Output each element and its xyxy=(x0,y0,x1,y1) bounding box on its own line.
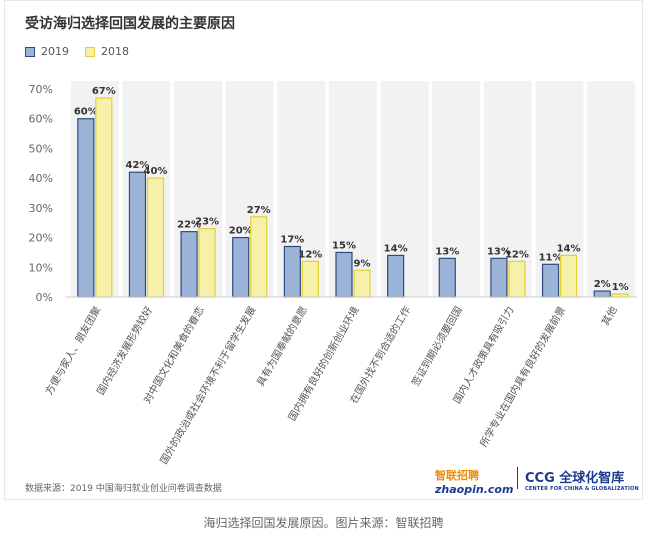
bar-2019 xyxy=(541,263,560,298)
legend-item-2018: 2018 xyxy=(85,45,129,58)
data-label: 13% xyxy=(487,246,511,257)
bar-2018 xyxy=(198,228,216,298)
x-tick-label: 对中国文化和美食的眷恋 xyxy=(140,304,206,406)
bar-2018 xyxy=(146,177,165,298)
x-tick-label: 国外的政治或社会环境不利于留学生发展 xyxy=(157,304,258,466)
data-label: 9% xyxy=(354,258,371,269)
x-tick-label: 国内人才政策具有吸引力 xyxy=(450,304,516,406)
category-column-bg xyxy=(587,81,636,297)
source-note: 数据来源：2019 中国海归就业创业问卷调查数据 xyxy=(25,484,222,494)
bar-2019 xyxy=(335,251,353,298)
bar-2019 xyxy=(77,118,95,298)
data-label: 40% xyxy=(143,166,167,177)
bar-2019 xyxy=(387,254,405,298)
logo-divider xyxy=(517,467,518,489)
y-tick-label: 40% xyxy=(29,172,53,185)
zhaopin-logo: 智联招聘 zhaopin.com xyxy=(435,467,513,496)
ccg-logo-main: CCG 全球化智库 xyxy=(525,471,625,486)
data-label: 12% xyxy=(298,249,322,260)
legend: 2019 2018 xyxy=(25,45,129,58)
y-tick-label: 60% xyxy=(29,113,53,126)
bar-2019 xyxy=(128,171,147,298)
legend-label-2019: 2019 xyxy=(41,45,69,58)
bar-2019 xyxy=(180,231,198,298)
data-label: 13% xyxy=(435,246,459,257)
zhaopin-logo-en: zhaopin.com xyxy=(435,483,514,496)
y-tick-label: 50% xyxy=(29,142,53,155)
x-tick-label: 签证到期必须要回国 xyxy=(409,304,465,388)
x-tick-label: 在国外找不到合适的工作 xyxy=(347,304,413,406)
zhaopin-logo-cn: 智联招聘 xyxy=(435,469,479,482)
data-label: 27% xyxy=(247,205,271,216)
ccg-logo-sub: CENTER FOR CHINA & GLOBALIZATION xyxy=(525,486,639,492)
data-label: 20% xyxy=(229,226,253,237)
legend-swatch-2018 xyxy=(85,46,95,57)
x-tick-label: 国内经济发展形势较好 xyxy=(94,304,155,397)
data-label: 17% xyxy=(280,234,304,245)
legend-item-2019: 2019 xyxy=(25,45,69,58)
bar-2019 xyxy=(438,257,456,298)
chart-title: 受访海归选择回国发展的主要原因 xyxy=(25,16,235,32)
data-label: 23% xyxy=(195,217,219,228)
ccg-logo: CCG 全球化智库 CENTER FOR CHINA & GLOBALIZATI… xyxy=(525,467,639,492)
bar-2018 xyxy=(559,254,578,298)
bar-2018 xyxy=(95,97,113,298)
data-label: 1% xyxy=(612,282,629,293)
y-tick-label: 30% xyxy=(29,202,53,215)
data-label: 22% xyxy=(177,220,201,231)
data-label: 12% xyxy=(505,249,529,260)
data-label: 2% xyxy=(594,279,611,290)
data-label: 60% xyxy=(74,107,98,118)
y-tick-label: 70% xyxy=(29,83,53,96)
data-label: 14% xyxy=(384,243,408,254)
x-tick-label: 具有为国奉献的意愿 xyxy=(254,304,310,388)
x-tick-label: 方便与家人、朋友团聚 xyxy=(42,304,103,397)
legend-label-2018: 2018 xyxy=(101,45,129,58)
data-label: 67% xyxy=(92,86,116,97)
data-label: 14% xyxy=(557,243,581,254)
bar-2019 xyxy=(593,290,611,298)
data-label: 42% xyxy=(125,160,149,171)
bar-chart: 0% 10% 20% 30% 40% 50% 60% 70% 60% 67% 方便与家人、朋友团聚 4… xyxy=(29,81,637,466)
bar-2019 xyxy=(490,257,508,298)
bar-2018 xyxy=(508,260,526,298)
bar-2019 xyxy=(232,236,250,298)
data-label: 11% xyxy=(539,252,563,263)
image-caption: 海归选择回国发展原因。图片来源：智联招聘 xyxy=(203,516,444,530)
bar-2018 xyxy=(353,269,371,298)
x-tick-label: 其他 xyxy=(599,304,620,328)
chart-card: 受访海归选择回国发展的主要原因 2019 2018 0% 10% 20% 30% 40%… xyxy=(4,0,643,500)
x-tick-label: 所学专业在国内具有良好的发展前景 xyxy=(477,304,568,449)
bar-2018 xyxy=(301,260,319,298)
y-tick-label: 0% xyxy=(36,291,53,304)
y-tick-label: 10% xyxy=(29,261,53,274)
y-tick-label: 20% xyxy=(29,232,53,245)
bar-2018 xyxy=(250,216,268,298)
data-label: 15% xyxy=(332,240,356,251)
legend-swatch-2019 xyxy=(25,46,35,57)
